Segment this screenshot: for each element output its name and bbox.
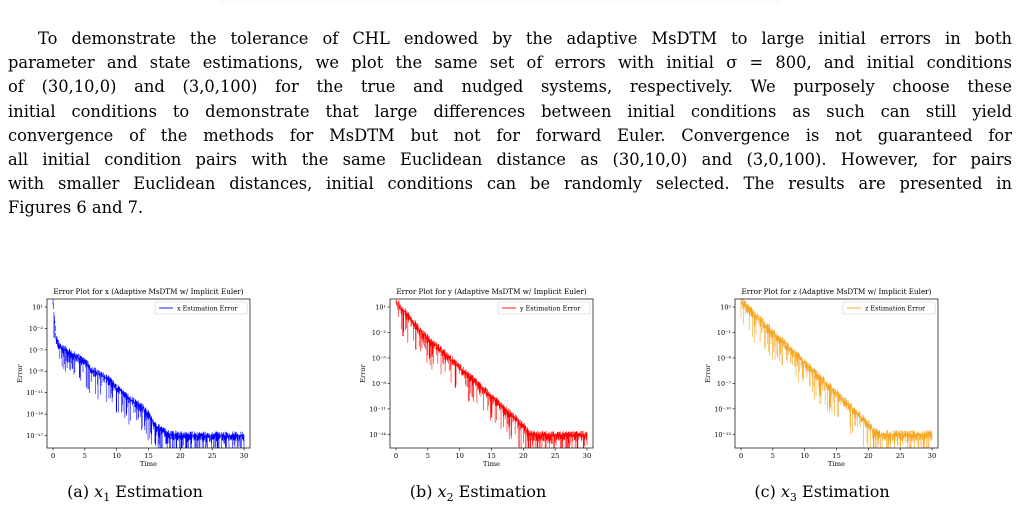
x-axis-label: Time	[828, 460, 845, 468]
y-tick-label: 10⁻⁷	[717, 380, 732, 388]
x-tick-label: 0	[739, 452, 743, 460]
x-tick-label: 15	[144, 452, 153, 460]
y-axis-label: Error	[704, 363, 712, 383]
caption-suffix: Estimation	[453, 482, 547, 501]
y-tick-label: 10⁻¹⁴	[26, 411, 43, 419]
y-tick-label: 10⁻⁴	[717, 354, 732, 362]
x-tick-label: 25	[896, 452, 905, 460]
y-tick-label: 10⁻¹³	[714, 431, 731, 439]
x-axis-label: Time	[483, 460, 500, 468]
series-line	[395, 299, 588, 448]
y-tick-label: 10⁻²	[372, 329, 387, 337]
y-tick-label: 10⁻¹¹	[26, 389, 43, 397]
caption-prefix: (b)	[409, 482, 438, 501]
x-tick-label: 10	[112, 452, 121, 460]
plot-frame	[734, 298, 939, 449]
caption-prefix: (a)	[67, 482, 95, 501]
y-tick-label: 10⁻¹⁰	[714, 405, 731, 413]
figure-b-caption: (b) x2 Estimation	[348, 482, 608, 504]
paragraph-line: Figures 6 and 7.	[8, 198, 144, 218]
caption-var: x	[94, 482, 104, 501]
caption-var: x	[780, 482, 790, 501]
y-tick-label: 10⁻⁵	[29, 346, 44, 354]
x-tick-label: 20	[864, 452, 873, 460]
legend-box	[842, 301, 936, 315]
y-tick-label: 10⁻⁸	[29, 368, 44, 376]
x-tick-label: 10	[800, 452, 809, 460]
y-tick-label: 10²	[720, 303, 731, 311]
caption-suffix: Estimation	[796, 482, 890, 501]
figure-a-chart: Error Plot for x (Adaptive MsDTM w/ Impl…	[12, 283, 256, 468]
x-tick-label: 0	[51, 452, 55, 460]
y-axis-label: Error	[359, 363, 367, 383]
figure-c-caption: (c) x3 Estimation	[692, 482, 952, 504]
caption-suffix: Estimation	[110, 482, 203, 501]
y-tick-label: 10⁻¹	[717, 329, 732, 337]
caption-sub: 3	[789, 491, 797, 505]
plot-frame	[389, 298, 594, 449]
caption-sub: 2	[446, 491, 454, 505]
chart-title: Error Plot for y (Adaptive MsDTM w/ Impl…	[396, 287, 586, 296]
series-line	[740, 297, 933, 448]
x-tick-label: 5	[771, 452, 775, 460]
cropped-header	[0, 0, 1020, 12]
caption-prefix: (c)	[754, 482, 781, 501]
x-tick-label: 15	[487, 452, 496, 460]
series-line	[52, 299, 245, 448]
chart-svg: Error Plot for y (Adaptive MsDTM w/ Impl…	[359, 287, 594, 468]
chart-svg: Error Plot for z (Adaptive MsDTM w/ Impl…	[704, 287, 939, 468]
chart-title: Error Plot for x (Adaptive MsDTM w/ Impl…	[53, 287, 243, 296]
y-tick-label: 10⁻⁵	[372, 354, 387, 362]
legend-label: x Estimation Error	[177, 304, 238, 312]
x-tick-label: 5	[426, 452, 430, 460]
x-tick-label: 25	[208, 452, 217, 460]
legend-box	[154, 301, 248, 315]
series-line-path	[740, 297, 933, 448]
x-tick-label: 10	[455, 452, 464, 460]
y-tick-label: 10¹	[375, 303, 386, 311]
paragraph-line: parameter and state estimations, we plot…	[8, 53, 1012, 73]
caption-sub: 1	[103, 491, 111, 505]
x-axis-label: Time	[140, 460, 157, 468]
x-tick-label: 20	[176, 452, 185, 460]
legend-label: y Estimation Error	[519, 304, 581, 312]
legend-label: z Estimation Error	[865, 304, 926, 312]
body-paragraph: To demonstrate the tolerance of CHL endo…	[8, 27, 1012, 221]
y-tick-label: 10⁻²	[29, 325, 44, 333]
series-line-path	[395, 299, 588, 448]
plot-frame	[46, 298, 251, 449]
figure-b-chart: Error Plot for y (Adaptive MsDTM w/ Impl…	[355, 283, 599, 468]
x-tick-label: 0	[394, 452, 398, 460]
y-tick-label: 10⁻¹¹	[369, 405, 386, 413]
series-line-path	[52, 299, 245, 448]
paragraph-line: initial conditions to demonstrate that l…	[8, 101, 1012, 121]
x-tick-label: 30	[928, 452, 937, 460]
paragraph-line: To demonstrate the tolerance of CHL endo…	[38, 29, 1012, 48]
legend-box	[497, 301, 591, 315]
x-tick-label: 30	[583, 452, 592, 460]
y-tick-label: 10⁻¹⁴	[369, 431, 386, 439]
x-tick-label: 15	[832, 452, 841, 460]
x-tick-label: 5	[83, 452, 87, 460]
chart-title: Error Plot for z (Adaptive MsDTM w/ Impl…	[742, 287, 932, 296]
chart-svg: Error Plot for x (Adaptive MsDTM w/ Impl…	[16, 287, 251, 468]
paragraph-line: with smaller Euclidean distances, initia…	[8, 174, 1012, 194]
x-tick-label: 25	[551, 452, 560, 460]
figure-c-chart: Error Plot for z (Adaptive MsDTM w/ Impl…	[700, 283, 944, 468]
x-tick-label: 20	[519, 452, 528, 460]
paragraph-line: all initial condition pairs with the sam…	[8, 150, 1012, 170]
y-axis-label: Error	[16, 363, 24, 383]
x-tick-label: 30	[240, 452, 249, 460]
figure-a-caption: (a) x1 Estimation	[5, 482, 265, 504]
y-tick-label: 10¹	[32, 303, 43, 311]
paragraph-line: convergence of the methods for MsDTM but…	[8, 125, 1012, 145]
paragraph-line: of (30,10,0) and (3,0,100) for the true …	[8, 77, 1012, 97]
caption-var: x	[437, 482, 447, 501]
y-tick-label: 10⁻⁸	[372, 380, 387, 388]
y-tick-label: 10⁻¹⁷	[26, 432, 43, 440]
